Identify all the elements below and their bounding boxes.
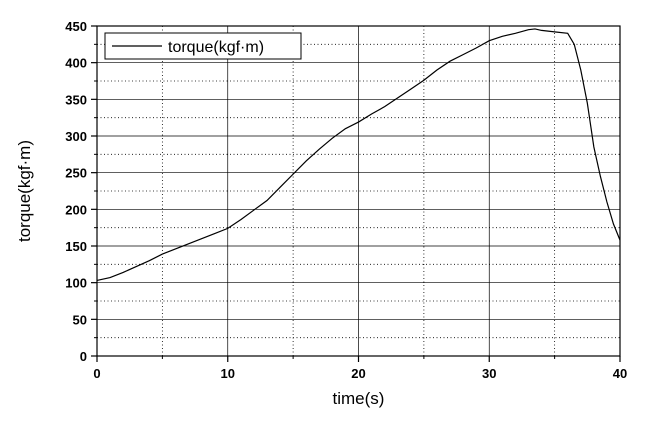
y-tick-label-400: 400 bbox=[65, 56, 87, 71]
x-tick-label-40: 40 bbox=[613, 366, 627, 381]
y-tick-label-100: 100 bbox=[65, 276, 87, 291]
y-tick-label-0: 0 bbox=[80, 349, 87, 364]
x-tick-label-0: 0 bbox=[93, 366, 100, 381]
y-tick-label-350: 350 bbox=[65, 92, 87, 107]
x-tick-label-10: 10 bbox=[221, 366, 235, 381]
x-axis-tick-labels: 0 10 20 30 40 bbox=[93, 366, 627, 381]
x-tick-label-20: 20 bbox=[351, 366, 365, 381]
y-tick-label-200: 200 bbox=[65, 202, 87, 217]
y-tick-label-300: 300 bbox=[65, 129, 87, 144]
y-tick-label-150: 150 bbox=[65, 239, 87, 254]
y-axis-title: torque(kgf·m) bbox=[15, 140, 34, 242]
series-line-torque bbox=[96, 28, 621, 282]
x-axis-ticks bbox=[96, 356, 621, 362]
y-tick-label-250: 250 bbox=[65, 166, 87, 181]
y-tick-label-450: 450 bbox=[65, 19, 87, 34]
x-axis-title: time(s) bbox=[333, 389, 385, 408]
legend-label-torque: torque(kgf·m) bbox=[168, 39, 264, 56]
y-tick-label-50: 50 bbox=[73, 312, 87, 327]
major-gridlines bbox=[97, 26, 620, 356]
x-tick-label-30: 30 bbox=[482, 366, 496, 381]
chart-legend: torque(kgf·m) bbox=[104, 32, 302, 60]
minor-gridlines bbox=[97, 26, 620, 356]
y-axis-ticks bbox=[91, 25, 97, 357]
y-axis-tick-labels: 0 50 100 150 200 250 300 350 400 450 bbox=[65, 19, 87, 364]
